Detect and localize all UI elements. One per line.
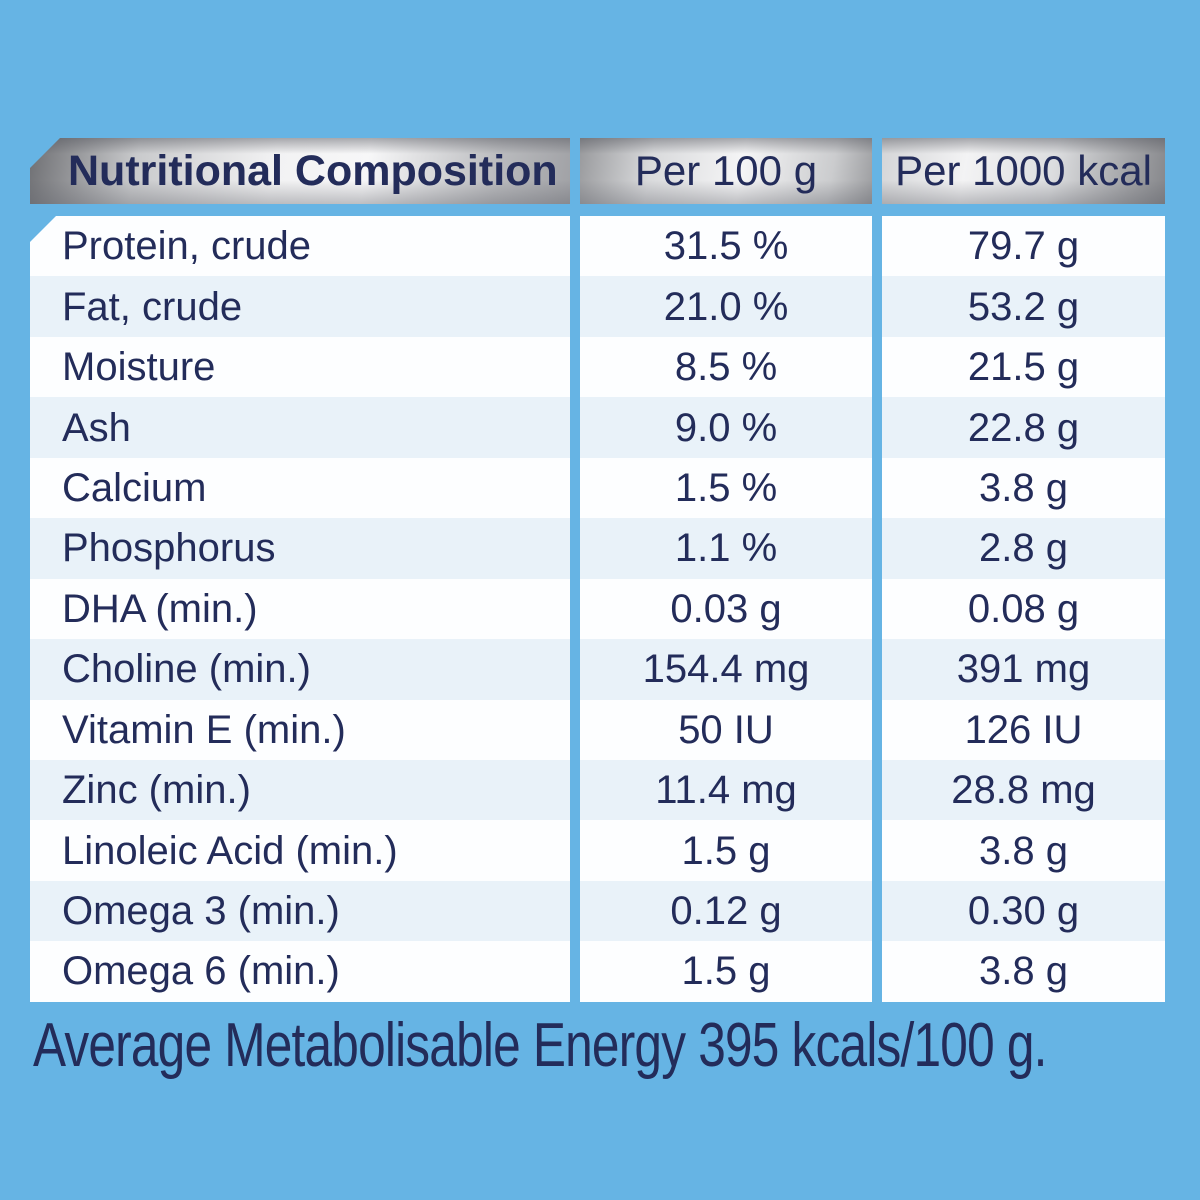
per-1000kcal-value: 3.8 g: [882, 820, 1165, 881]
per-100g-value: 11.4 mg: [580, 759, 872, 821]
nutrient-name: Protein, crude: [30, 216, 570, 277]
table-row: Choline (min.) 154.4 mg 391 mg: [30, 639, 1165, 700]
table-row: Linoleic Acid (min.) 1.5 g 3.8 g: [30, 820, 1165, 881]
table-row: Omega 6 (min.) 1.5 g 3.8 g: [30, 941, 1165, 1002]
per-1000kcal-value: 126 IU: [882, 699, 1165, 760]
table-row: Zinc (min.) 11.4 mg 28.8 mg: [30, 759, 1165, 821]
nutrient-name: Moisture: [30, 336, 570, 398]
table-row: Calcium 1.5 % 3.8 g: [30, 457, 1165, 519]
table-header-row: Nutritional Composition Per 100 g Per 10…: [30, 138, 1165, 204]
per-100g-value: 21.0 %: [580, 276, 872, 337]
per-1000kcal-value: 21.5 g: [882, 336, 1165, 398]
nutrient-name: Omega 6 (min.): [30, 941, 570, 1002]
per-1000kcal-value: 3.8 g: [882, 457, 1165, 519]
per-100g-value: 0.12 g: [580, 880, 872, 942]
table-body: Protein, crude 31.5 % 79.7 g Fat, crude 21.0…: [30, 216, 1165, 1002]
per-100g-value: 1.5 g: [580, 820, 872, 881]
per-100g-value: 8.5 %: [580, 336, 872, 398]
per-1000kcal-value: 79.7 g: [882, 216, 1165, 277]
table-row: Fat, crude 21.0 % 53.2 g: [30, 276, 1165, 337]
nutrient-name: DHA (min.): [30, 578, 570, 640]
header-per-1000kcal: Per 1000 kcal: [882, 138, 1165, 204]
table-row: Vitamin E (min.) 50 IU 126 IU: [30, 699, 1165, 760]
nutrition-table: Nutritional Composition Per 100 g Per 10…: [30, 138, 1165, 1002]
nutrient-name: Linoleic Acid (min.): [30, 820, 570, 881]
per-100g-value: 1.5 g: [580, 941, 872, 1002]
per-1000kcal-value: 3.8 g: [882, 941, 1165, 1002]
nutrient-name: Omega 3 (min.): [30, 880, 570, 942]
table-row: Omega 3 (min.) 0.12 g 0.30 g: [30, 880, 1165, 942]
nutrient-name: Choline (min.): [30, 639, 570, 700]
table-row: Moisture 8.5 % 21.5 g: [30, 336, 1165, 398]
header-nutritional-composition: Nutritional Composition: [30, 138, 570, 204]
per-100g-value: 50 IU: [580, 699, 872, 760]
per-100g-value: 0.03 g: [580, 578, 872, 640]
per-100g-value: 1.5 %: [580, 457, 872, 519]
nutrient-name: Zinc (min.): [30, 759, 570, 821]
per-1000kcal-value: 0.08 g: [882, 578, 1165, 640]
table-row: Ash 9.0 % 22.8 g: [30, 397, 1165, 458]
per-1000kcal-value: 53.2 g: [882, 276, 1165, 337]
per-1000kcal-value: 391 mg: [882, 639, 1165, 700]
per-1000kcal-value: 2.8 g: [882, 518, 1165, 579]
table-row: Phosphorus 1.1 % 2.8 g: [30, 518, 1165, 579]
table-row: Protein, crude 31.5 % 79.7 g: [30, 216, 1165, 277]
nutrient-name: Phosphorus: [30, 518, 570, 579]
nutrient-name: Calcium: [30, 457, 570, 519]
per-100g-value: 1.1 %: [580, 518, 872, 579]
nutrient-name: Vitamin E (min.): [30, 699, 570, 760]
per-100g-value: 154.4 mg: [580, 639, 872, 700]
per-1000kcal-value: 22.8 g: [882, 397, 1165, 458]
nutrient-name: Ash: [30, 397, 570, 458]
table-row: DHA (min.) 0.03 g 0.08 g: [30, 578, 1165, 640]
header-per-100g: Per 100 g: [580, 138, 872, 204]
per-100g-value: 9.0 %: [580, 397, 872, 458]
per-1000kcal-value: 28.8 mg: [882, 759, 1165, 821]
per-1000kcal-value: 0.30 g: [882, 880, 1165, 942]
per-100g-value: 31.5 %: [580, 216, 872, 277]
energy-statement: Average Metabolisable Energy 395 kcals/1…: [33, 1011, 1047, 1080]
nutrient-name: Fat, crude: [30, 276, 570, 337]
